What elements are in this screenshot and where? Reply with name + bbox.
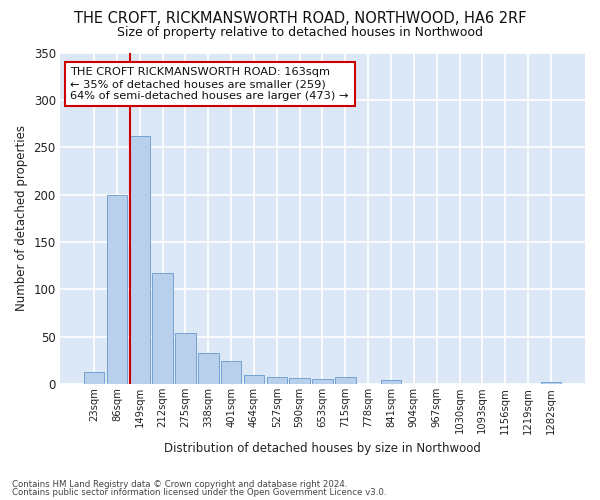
Bar [312, 380, 333, 384]
Bar [152, 274, 173, 384]
Text: Contains public sector information licensed under the Open Government Licence v3: Contains public sector information licen… [12, 488, 386, 497]
Text: THE CROFT RICKMANSWORTH ROAD: 163sqm
← 35% of detached houses are smaller (259)
: THE CROFT RICKMANSWORTH ROAD: 163sqm ← 3… [70, 68, 349, 100]
Bar [107, 194, 127, 384]
Y-axis label: Number of detached properties: Number of detached properties [15, 126, 28, 312]
Bar [198, 353, 218, 384]
Bar [175, 333, 196, 384]
Text: THE CROFT, RICKMANSWORTH ROAD, NORTHWOOD, HA6 2RF: THE CROFT, RICKMANSWORTH ROAD, NORTHWOOD… [74, 11, 526, 26]
Bar [381, 380, 401, 384]
Bar [244, 374, 264, 384]
Bar [541, 382, 561, 384]
Text: Contains HM Land Registry data © Crown copyright and database right 2024.: Contains HM Land Registry data © Crown c… [12, 480, 347, 489]
Bar [335, 376, 356, 384]
Bar [221, 362, 241, 384]
Bar [130, 136, 150, 384]
Text: Size of property relative to detached houses in Northwood: Size of property relative to detached ho… [117, 26, 483, 39]
Bar [84, 372, 104, 384]
Bar [266, 376, 287, 384]
X-axis label: Distribution of detached houses by size in Northwood: Distribution of detached houses by size … [164, 442, 481, 455]
Bar [289, 378, 310, 384]
